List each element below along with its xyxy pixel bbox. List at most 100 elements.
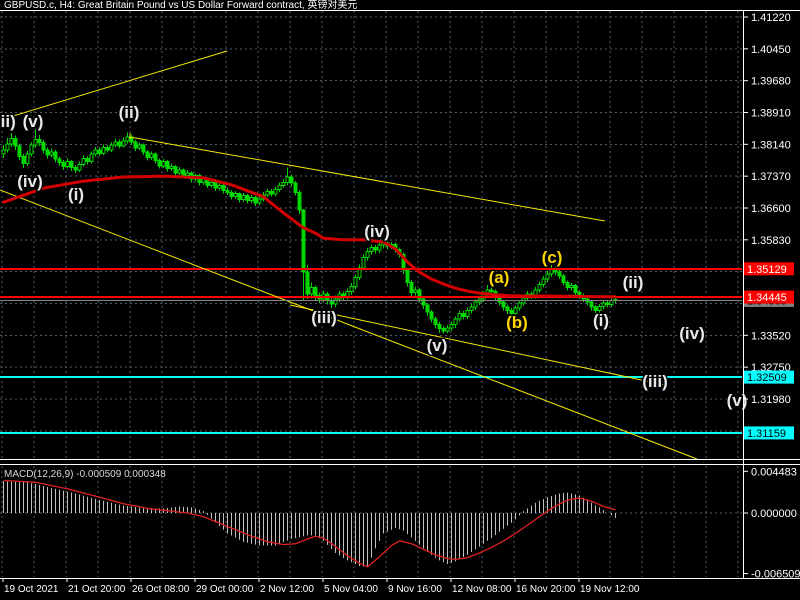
price-axis[interactable]: 1.41220 1.40450 1.39680 1.38910 1.38140 1.373… (743, 12, 800, 581)
candle (601, 302, 606, 307)
candle (61, 162, 66, 168)
candle (97, 149, 102, 154)
candle (245, 195, 250, 202)
candle (269, 190, 274, 195)
candle (425, 304, 430, 313)
wave-label: (iv) (679, 324, 705, 343)
candle (221, 184, 226, 192)
candle (149, 153, 154, 159)
rising-channel-line[interactable] (0, 50, 228, 121)
price-tick-label: 1.38140 (751, 139, 791, 151)
macd-tick-label: 0.000000 (751, 508, 797, 520)
candle (561, 275, 566, 283)
wave-label: (b) (506, 313, 528, 332)
time-tick-label: 29 Oct 00:00 (196, 584, 254, 595)
candle (457, 312, 462, 320)
candle (29, 144, 34, 155)
candle (177, 169, 182, 174)
candle (461, 312, 466, 317)
candle (137, 144, 142, 149)
price-tick-label: 1.31980 (751, 394, 791, 406)
time-axis[interactable]: 19 Oct 2021 21 Oct 20:00 26 Oct 08:00 29 Oc… (2, 578, 640, 595)
candle (305, 271, 310, 295)
candle (329, 300, 334, 305)
wave-label: (ii) (119, 103, 140, 122)
candle (449, 324, 454, 329)
time-tick-label: 21 Oct 20:00 (68, 584, 126, 595)
wave-label: (ii) (623, 273, 644, 292)
resistance-price-badge (744, 262, 794, 276)
candle (185, 172, 190, 177)
upper-falling-channel-line[interactable] (129, 136, 606, 222)
candle (89, 153, 94, 163)
candle (273, 188, 278, 195)
price-tick-label: 1.41220 (751, 12, 791, 24)
elliott-wave-labels-layer[interactable]: (iii) (v) (ii) (iv) (i) (iii) (iv) (v) (a) (b) (c)… (0, 102, 749, 412)
trendlines-layer[interactable] (0, 50, 698, 460)
candle (513, 307, 518, 314)
wave-label: (iv) (17, 172, 43, 191)
candle (141, 144, 146, 153)
candle (45, 149, 50, 156)
candle (21, 155, 26, 164)
candle (249, 197, 254, 202)
candle (541, 278, 546, 285)
price-tick-label: 1.39680 (751, 76, 791, 88)
candle (133, 141, 138, 149)
window-title: GBPUSD.c, H4: Great Britain Pound vs US … (4, 0, 357, 11)
candle (345, 290, 350, 298)
candle (565, 281, 570, 288)
candle (489, 289, 494, 292)
candle (293, 182, 298, 193)
candle (573, 285, 578, 294)
candle (281, 181, 286, 186)
horizontal-lines-layer[interactable] (0, 267, 742, 434)
candle (353, 276, 358, 288)
candle (33, 138, 38, 146)
candle (469, 306, 474, 312)
candle (65, 161, 70, 168)
candle (433, 318, 438, 326)
long-falling-channel-line[interactable] (0, 189, 698, 460)
wave-label: (i) (593, 311, 609, 330)
macd-tick-label: 0.004483 (751, 466, 797, 478)
candle (153, 153, 158, 161)
moving-average-line (2, 174, 617, 299)
time-tick-label: 9 Nov 16:00 (388, 584, 442, 595)
candle (309, 286, 314, 295)
price-tick-label: 1.36600 (751, 203, 791, 215)
candle (233, 193, 238, 197)
candle (285, 176, 290, 183)
candle (57, 158, 62, 164)
candle (77, 164, 82, 171)
candle (25, 153, 30, 164)
short-falling-channel-line[interactable] (289, 304, 666, 386)
candle (93, 149, 98, 155)
candle (589, 301, 594, 308)
support-price-badge (744, 370, 794, 384)
candle (473, 301, 478, 308)
candle (421, 298, 426, 306)
candle (1, 149, 6, 155)
candle (597, 305, 602, 312)
candle (301, 209, 306, 273)
wave-label: (iii) (642, 372, 668, 391)
candle (157, 159, 162, 167)
wave-label: (a) (489, 268, 510, 287)
candle (85, 157, 90, 163)
candle (517, 302, 522, 309)
candle (361, 257, 366, 269)
candle (297, 191, 302, 211)
candle (437, 324, 442, 330)
candle (349, 286, 354, 292)
candle (109, 144, 114, 151)
candle (373, 246, 378, 251)
candle (405, 269, 410, 283)
candle (101, 147, 106, 154)
wave-label: (v) (23, 112, 44, 131)
candle (277, 184, 282, 190)
candle (413, 289, 418, 294)
candle (217, 184, 222, 189)
candle (333, 298, 338, 305)
